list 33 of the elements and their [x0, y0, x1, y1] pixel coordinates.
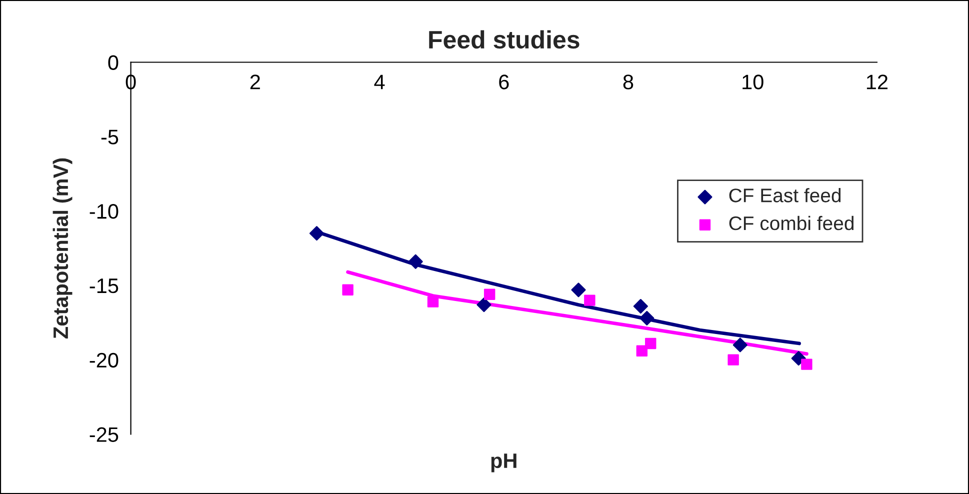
chart-title: Feed studies [429, 30, 580, 49]
point [476, 297, 492, 312]
x-tick-label: 10 [742, 74, 764, 90]
point [408, 254, 423, 269]
legend-label: CF combi feed [729, 216, 854, 230]
point [427, 296, 439, 308]
y-axis-title: Zetapotential (mV) [52, 158, 72, 338]
y-tick-label: -15 [90, 278, 118, 294]
x-tick-label: 6 [499, 74, 509, 90]
x-tick-label: 12 [866, 74, 888, 90]
y-tick-label: -5 [101, 130, 118, 144]
point [584, 294, 596, 306]
point [571, 282, 586, 298]
point [728, 354, 739, 366]
y-tick-label: -20 [90, 352, 118, 368]
point [636, 345, 648, 357]
point [640, 310, 654, 326]
point [633, 298, 648, 314]
point [484, 288, 496, 300]
point [645, 338, 656, 350]
x-tick-label: 8 [623, 74, 634, 90]
point [791, 351, 806, 366]
point [732, 338, 748, 352]
y-tick-label: 0 [108, 55, 118, 70]
point [342, 284, 354, 296]
legend-label: CF East feed [729, 188, 841, 202]
x-tick-label: 4 [374, 74, 385, 90]
point [801, 358, 812, 370]
x-tick-label: 2 [250, 74, 260, 90]
y-tick-label: -10 [90, 204, 118, 219]
y-tick-label: -25 [90, 427, 118, 442]
x-axis-title: pH [491, 454, 516, 472]
point [309, 226, 324, 241]
